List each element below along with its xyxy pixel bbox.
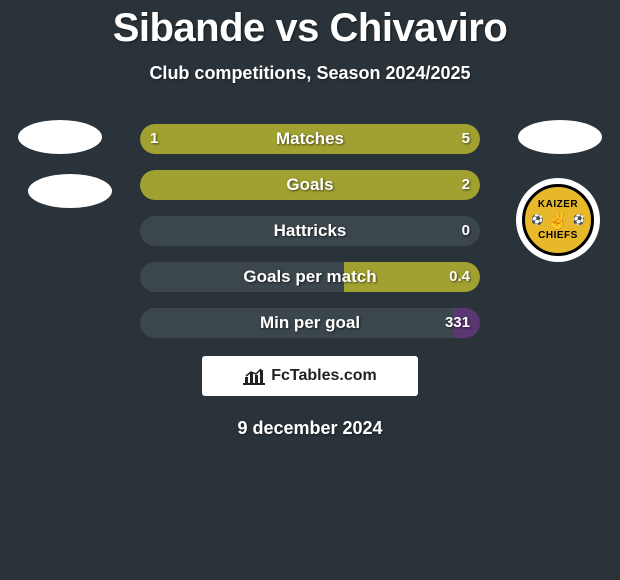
stat-value-right: 0.4 <box>449 262 470 292</box>
attribution-text: FcTables.com <box>271 367 377 385</box>
subtitle: Club competitions, Season 2024/2025 <box>0 63 620 84</box>
stat-value-right: 5 <box>462 124 470 154</box>
stat-value-right: 331 <box>445 308 470 338</box>
bar-track <box>140 170 480 200</box>
stat-row: Goals2 <box>0 170 620 200</box>
stat-value-right: 2 <box>462 170 470 200</box>
stat-row: Min per goal331 <box>0 308 620 338</box>
bar-fill <box>140 124 480 154</box>
date-text: 9 december 2024 <box>0 418 620 439</box>
page-title: Sibande vs Chivaviro <box>0 0 620 51</box>
stats-container: Matches15Goals2Hattricks0Goals per match… <box>0 124 620 338</box>
stat-value-left: 1 <box>150 124 158 154</box>
stat-row: Matches15 <box>0 124 620 154</box>
stat-value-right: 0 <box>462 216 470 246</box>
bar-fill <box>140 170 480 200</box>
bar-track <box>140 124 480 154</box>
bar-track <box>140 216 480 246</box>
attribution-box[interactable]: FcTables.com <box>202 356 418 396</box>
stat-row: Hattricks0 <box>0 216 620 246</box>
stat-row: Goals per match0.4 <box>0 262 620 292</box>
attribution-chart-icon <box>243 367 265 385</box>
bar-track <box>140 308 480 338</box>
bar-track <box>140 262 480 292</box>
